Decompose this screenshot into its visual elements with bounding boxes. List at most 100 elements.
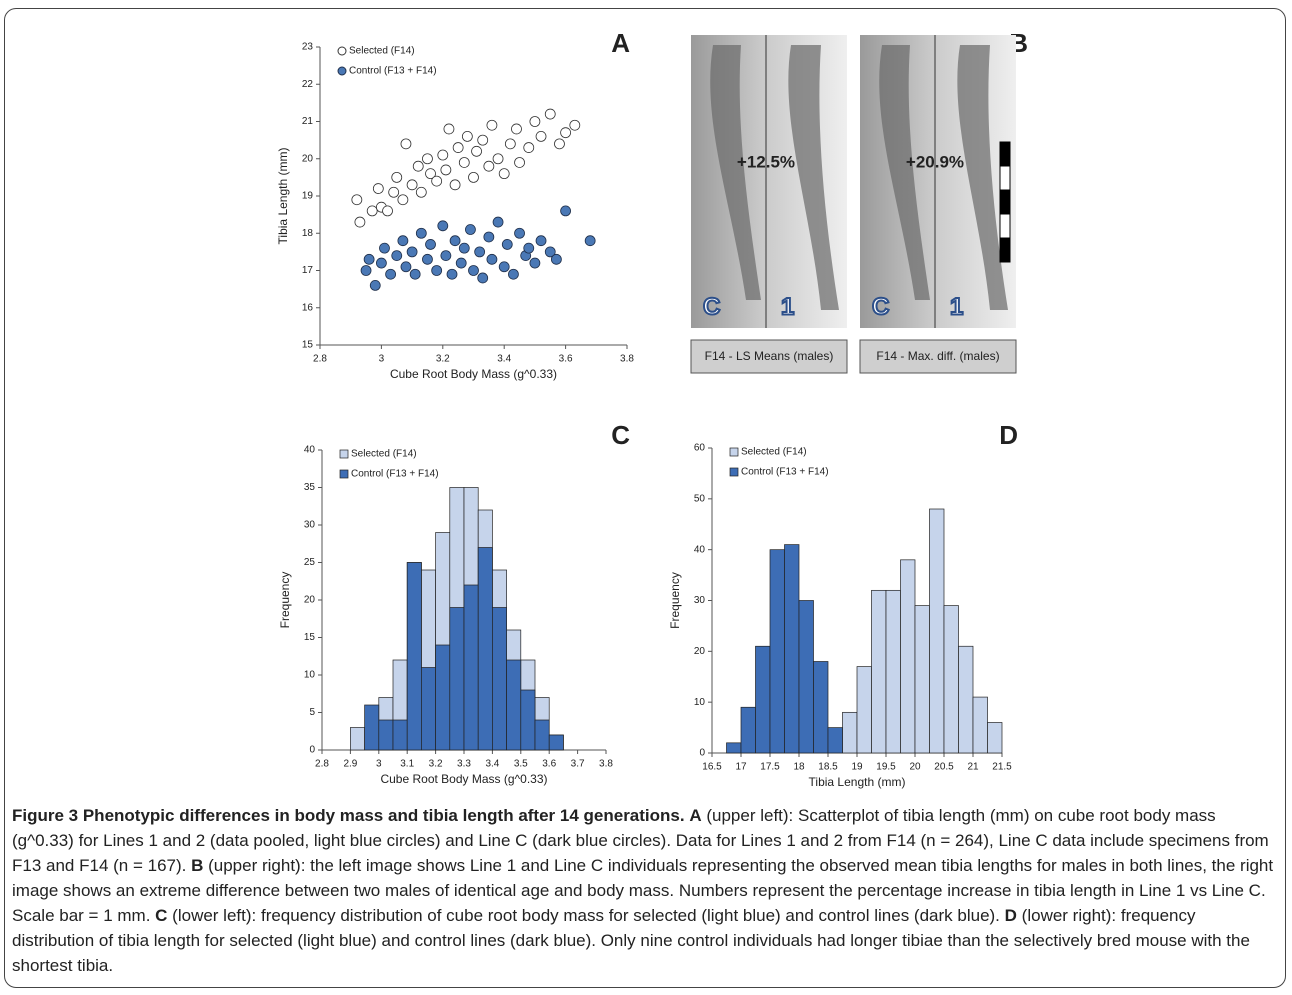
y-tick-label: 20 xyxy=(694,646,706,657)
image-caption-box xyxy=(859,339,1017,374)
x-tick-label: 3.5 xyxy=(514,759,528,770)
caption-text: (upper left): Scatterplot of tibia lengt… xyxy=(12,806,1269,875)
scatter-point xyxy=(458,157,470,168)
scatter-point xyxy=(351,194,363,206)
y-tick-label: 60 xyxy=(694,443,706,454)
legend-label: Control (F13 + F14) xyxy=(741,467,829,478)
scatter-point xyxy=(492,216,504,228)
histogram-bar xyxy=(364,704,380,751)
histogram-bar xyxy=(769,549,785,754)
histogram-bar xyxy=(987,722,1003,754)
scatter-point xyxy=(397,194,409,206)
scatter-point xyxy=(437,149,449,161)
histogram-bar xyxy=(548,734,564,751)
histogram-bar xyxy=(784,544,800,754)
scatter-point xyxy=(477,134,489,146)
histogram-bar xyxy=(755,645,771,754)
histogram-bar xyxy=(350,727,365,751)
scatter-point xyxy=(440,250,452,262)
histogram-bar xyxy=(813,661,829,754)
panel-letter: D xyxy=(999,420,1018,450)
image-annotation: +20.9% xyxy=(906,152,964,171)
x-tick-label: 21 xyxy=(967,762,979,773)
legend-marker xyxy=(339,469,349,479)
scatter-point xyxy=(523,242,535,254)
panel-letter: C xyxy=(611,420,630,450)
scatter-point xyxy=(554,138,565,150)
scatter-point xyxy=(458,242,470,254)
scatter-point xyxy=(440,164,452,176)
image-caption: F14 - Max. diff. (males) xyxy=(876,349,999,363)
histogram-bar xyxy=(378,719,394,751)
scatter-point xyxy=(379,242,390,254)
scale-bar xyxy=(999,213,1011,239)
scatter-point xyxy=(455,257,467,269)
x-tick-label: 3.8 xyxy=(599,759,613,770)
scatter-point xyxy=(550,253,562,265)
scatter-point xyxy=(560,205,571,217)
image-caption-box xyxy=(690,339,848,374)
x-tick-label: 3.2 xyxy=(436,354,450,365)
scatter-point xyxy=(535,235,547,247)
scatter-point xyxy=(422,253,433,265)
histogram-bar xyxy=(885,589,901,754)
x-tick-label: 3.4 xyxy=(485,759,499,770)
scatter-point xyxy=(452,142,464,153)
scatter-point xyxy=(471,145,482,157)
legend-label: Selected (F14) xyxy=(741,447,807,458)
y-tick-label: 17 xyxy=(302,265,314,276)
scatter-point xyxy=(425,168,436,180)
y-tick-label: 40 xyxy=(694,544,706,555)
scatter-point xyxy=(474,246,486,258)
scatter-point xyxy=(492,153,504,165)
figure-frame xyxy=(4,8,1286,988)
x-axis-label: Cube Root Body Mass (g^0.33) xyxy=(390,367,557,381)
scatter-point xyxy=(366,205,378,217)
figure-caption: Figure 3 Phenotypic differences in body … xyxy=(12,803,1277,978)
y-tick-label: 23 xyxy=(302,42,314,53)
scatter-point xyxy=(465,224,476,235)
histogram-bar xyxy=(827,727,843,754)
scatter-point xyxy=(544,108,556,120)
scatter-point xyxy=(560,127,571,139)
image-label: C xyxy=(872,293,889,320)
y-tick-label: 40 xyxy=(304,445,316,456)
legend-marker xyxy=(729,447,739,457)
scatter-point xyxy=(514,157,525,168)
scale-bar xyxy=(999,165,1011,191)
x-tick-label: 3.6 xyxy=(542,759,556,770)
scatter-point xyxy=(523,142,535,153)
scatter-point xyxy=(400,261,412,273)
y-tick-label: 21 xyxy=(302,116,314,127)
histogram-bar xyxy=(943,605,959,754)
x-tick-label: 20.5 xyxy=(934,762,954,773)
scatter-point xyxy=(504,138,516,150)
image-label: 1 xyxy=(781,293,794,320)
x-tick-label: 3.3 xyxy=(457,759,471,770)
histogram-bar xyxy=(972,696,988,754)
y-tick-label: 22 xyxy=(302,79,314,90)
scale-bar xyxy=(999,189,1011,215)
scatter-point xyxy=(529,257,541,269)
scatter-point xyxy=(498,168,510,180)
scatter-point xyxy=(449,235,461,247)
x-tick-label: 17 xyxy=(735,762,747,773)
scatter-point xyxy=(514,227,525,239)
scatter-point xyxy=(486,119,498,131)
scatter-point xyxy=(468,171,479,183)
image-annotation: +12.5% xyxy=(737,152,795,171)
panel-letter: A xyxy=(611,28,630,58)
histogram-bar xyxy=(914,605,930,754)
y-axis-label: Frequency xyxy=(278,572,292,629)
scatter-point xyxy=(446,268,458,280)
scatter-point xyxy=(397,235,409,247)
x-axis-label: Cube Root Body Mass (g^0.33) xyxy=(380,772,547,786)
caption-text: (lower left): frequency distribution of … xyxy=(172,906,1000,925)
scatter-point xyxy=(391,171,403,183)
x-tick-label: 3.7 xyxy=(571,759,585,770)
scatter-point xyxy=(406,246,418,258)
y-tick-label: 0 xyxy=(699,748,705,759)
x-tick-label: 3.1 xyxy=(400,759,414,770)
histogram-bar xyxy=(520,689,536,751)
